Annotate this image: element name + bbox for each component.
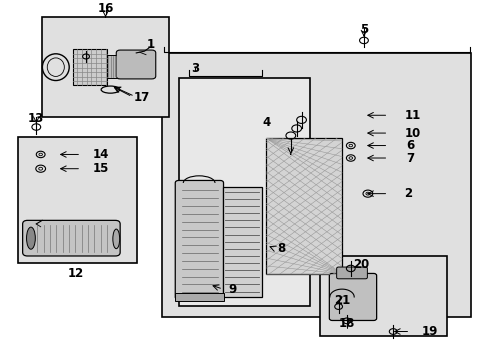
Text: 11: 11 <box>404 109 420 122</box>
Text: 5: 5 <box>359 23 367 36</box>
Text: 15: 15 <box>92 162 109 175</box>
Text: 1: 1 <box>146 37 155 50</box>
Bar <box>266 138 341 274</box>
FancyBboxPatch shape <box>175 180 223 300</box>
Text: 10: 10 <box>404 127 420 140</box>
Bar <box>178 78 310 306</box>
Text: 4: 4 <box>262 116 270 129</box>
Bar <box>42 17 168 117</box>
Text: 7: 7 <box>406 152 413 165</box>
Text: 18: 18 <box>338 317 354 330</box>
Text: 17: 17 <box>134 91 150 104</box>
Ellipse shape <box>26 227 35 249</box>
Text: 9: 9 <box>228 283 236 296</box>
Bar <box>18 137 137 263</box>
Text: 3: 3 <box>190 62 199 76</box>
Text: 19: 19 <box>421 325 437 338</box>
Bar <box>73 49 107 85</box>
Text: 20: 20 <box>353 258 369 271</box>
FancyBboxPatch shape <box>336 267 366 279</box>
Bar <box>175 293 224 301</box>
Ellipse shape <box>113 229 120 249</box>
Text: 13: 13 <box>28 112 44 125</box>
Text: 21: 21 <box>333 294 349 307</box>
Text: 16: 16 <box>97 2 114 15</box>
Bar <box>161 53 470 316</box>
FancyBboxPatch shape <box>329 274 376 320</box>
Text: 2: 2 <box>403 187 411 200</box>
Bar <box>266 138 341 274</box>
Text: 14: 14 <box>92 148 109 161</box>
Text: 8: 8 <box>276 242 285 255</box>
Text: 12: 12 <box>68 267 84 280</box>
FancyBboxPatch shape <box>116 50 156 79</box>
Bar <box>107 55 119 78</box>
Bar <box>222 186 261 297</box>
Bar <box>320 256 446 336</box>
FancyBboxPatch shape <box>22 220 120 256</box>
Text: 6: 6 <box>406 139 413 152</box>
